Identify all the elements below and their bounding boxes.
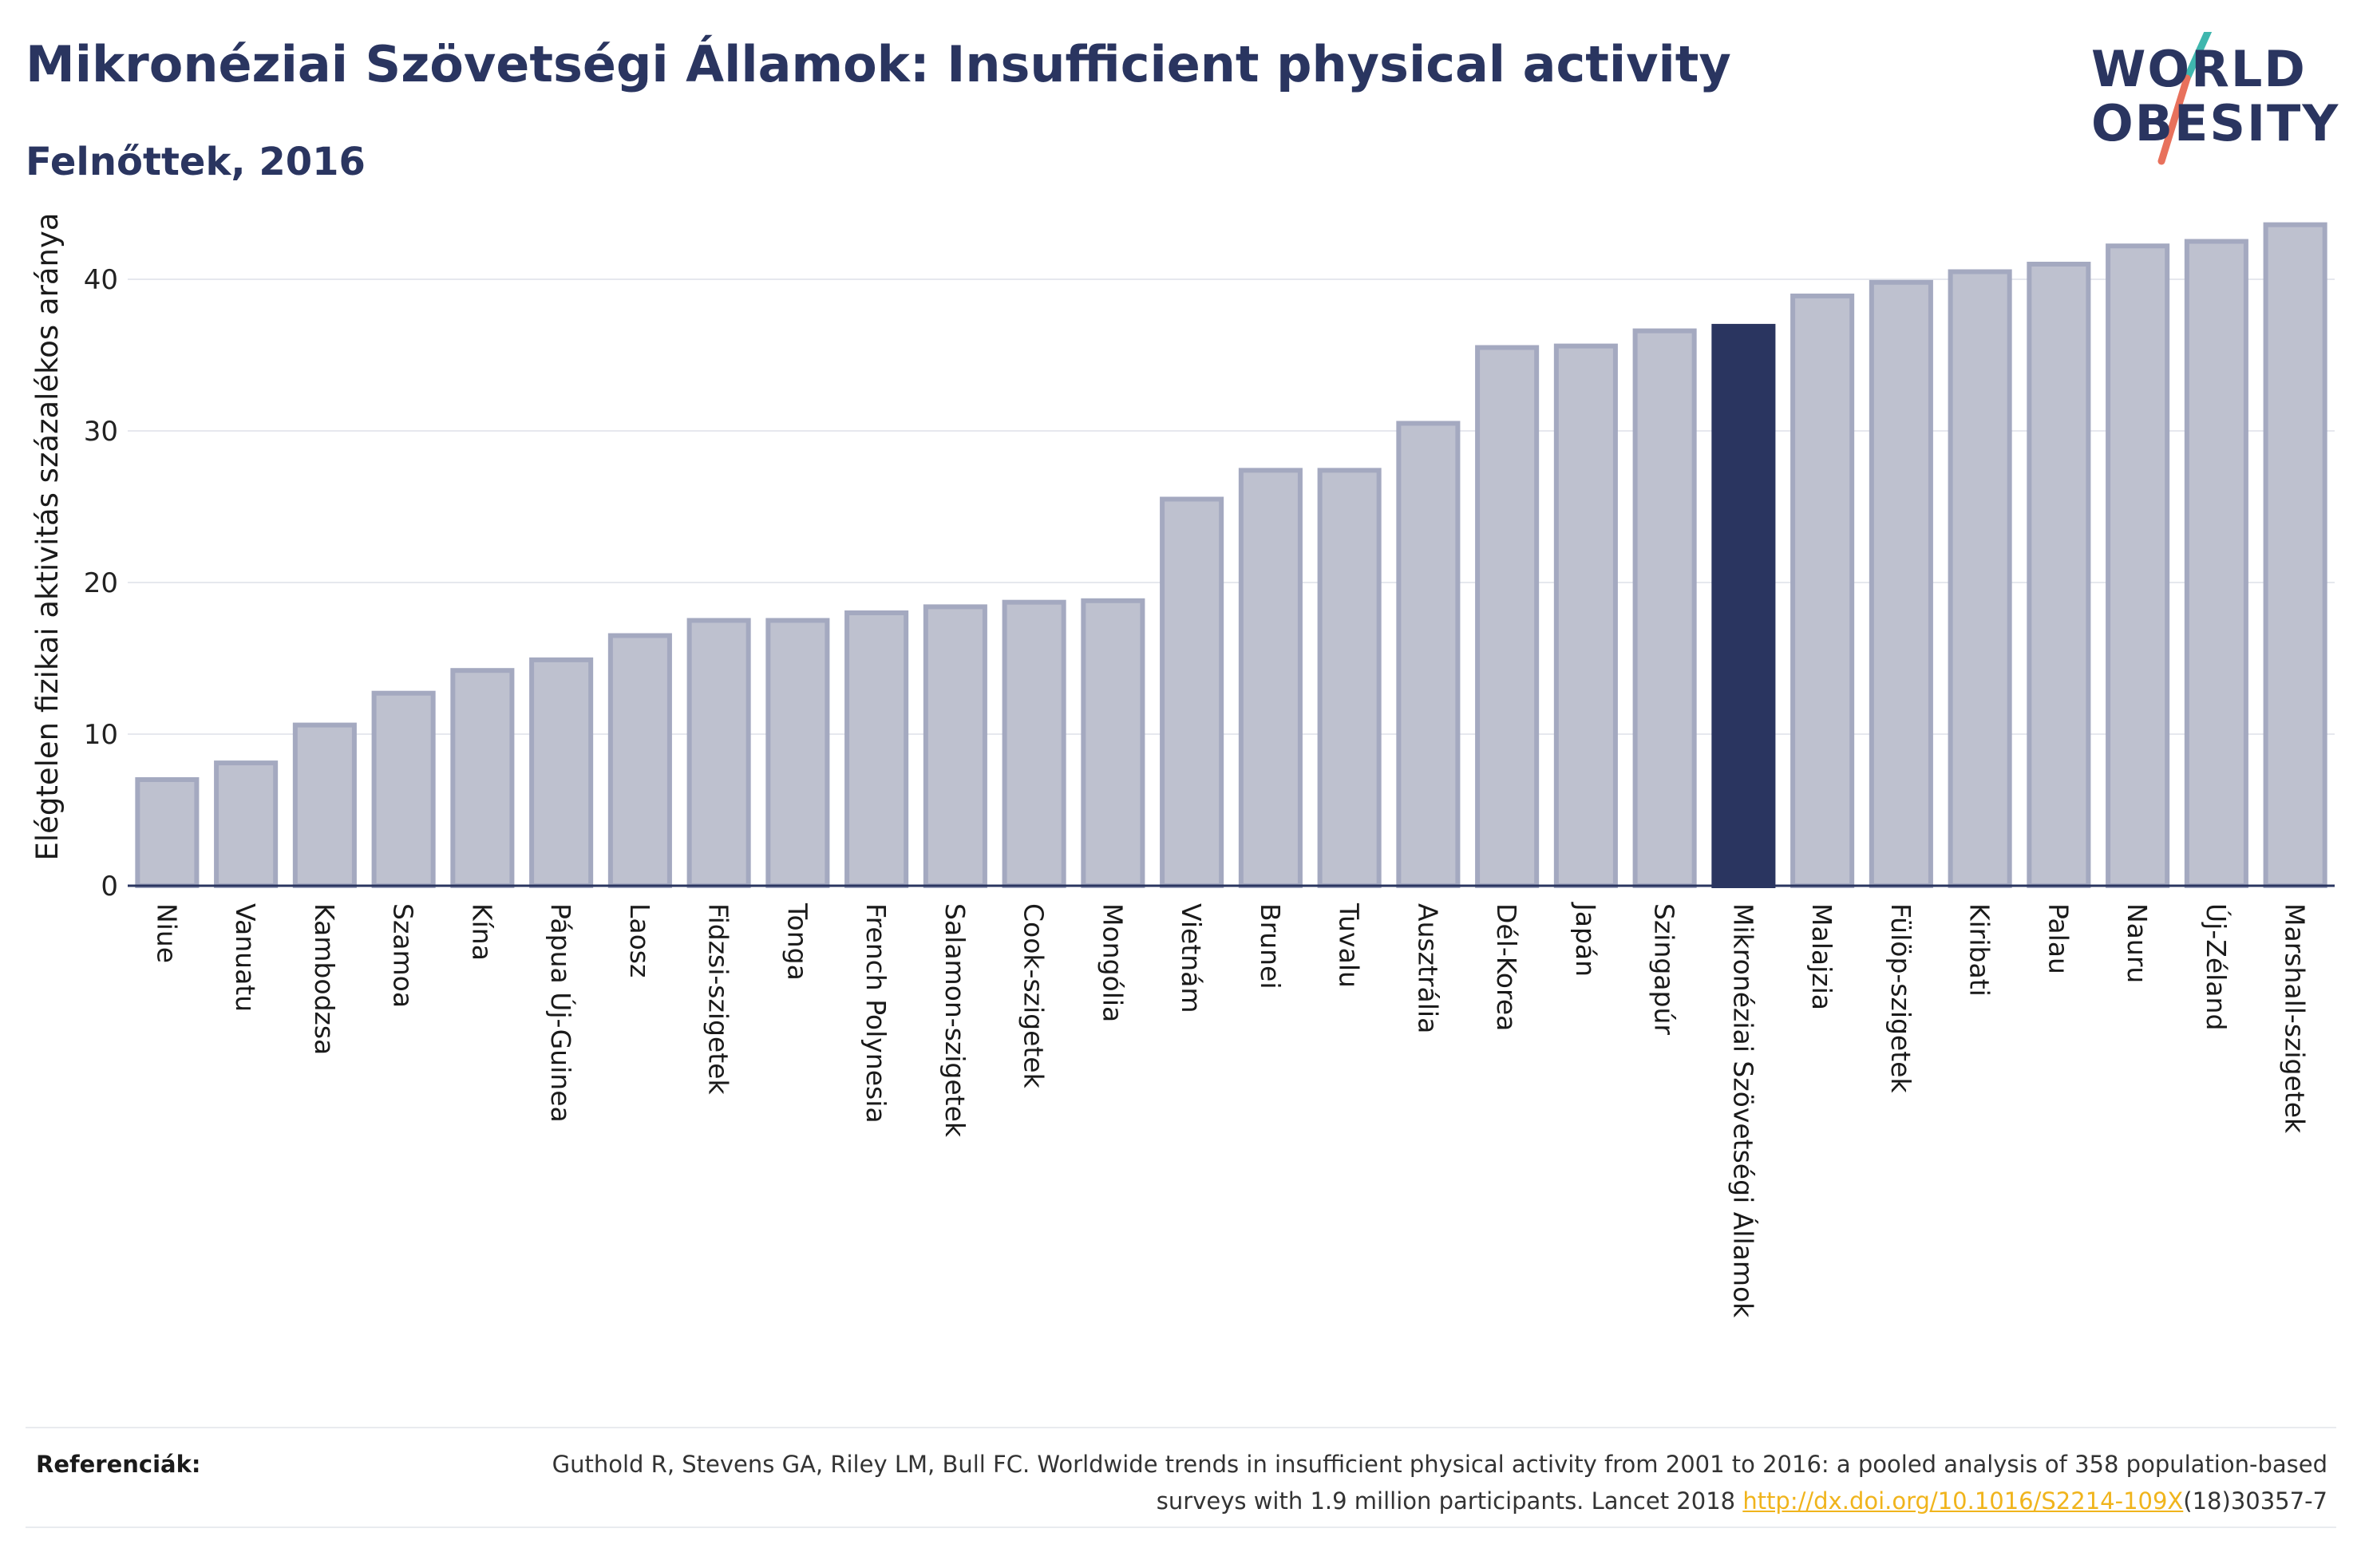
x-tick-label: Vietnám — [1176, 903, 1207, 1013]
reference-doi-link[interactable]: http://dx.doi.org/10.1016/S2214-109X — [1742, 1487, 2184, 1515]
y-tick-label: 0 — [101, 871, 118, 902]
x-tick-label: Pápua Új-Guinea — [545, 903, 577, 1123]
x-tick-label: Mikronéziai Szövetségi Államok — [1727, 903, 1759, 1318]
bar — [1869, 279, 1933, 888]
bar — [1238, 468, 1303, 888]
logo-slash-icon — [2157, 32, 2213, 165]
bar — [1553, 343, 1618, 889]
bar — [1475, 345, 1540, 888]
x-tick-label: Dél-Korea — [1491, 903, 1522, 1031]
x-tick-label: Új-Zéland — [2201, 903, 2232, 1030]
bar — [923, 604, 987, 889]
references-label: Referenciák: — [36, 1451, 201, 1478]
x-tick-label: Laosz — [624, 903, 655, 978]
footer-divider-bottom — [26, 1527, 2336, 1528]
reference-tail: (18)30357-7 — [2183, 1487, 2327, 1515]
bar — [1790, 293, 1855, 888]
x-tick-label: Japán — [1570, 902, 1601, 977]
x-tick-label: Tuvalu — [1334, 902, 1365, 988]
bar — [2027, 262, 2091, 888]
bar — [1632, 328, 1697, 889]
x-tick-label: Niue — [151, 903, 182, 963]
bar — [844, 610, 909, 888]
x-tick-label: Malajzia — [1806, 903, 1837, 1010]
bar — [1002, 599, 1066, 888]
x-tick-label: Ausztrália — [1412, 903, 1443, 1033]
bar — [529, 657, 594, 889]
page-title: Mikronéziai Szövetségi Államok: Insuffic… — [26, 35, 1731, 93]
x-tick-label: Palau — [2043, 903, 2074, 974]
bar — [450, 668, 515, 888]
bar — [686, 618, 751, 888]
x-tick-label: Mongólia — [1097, 903, 1128, 1022]
x-tick-label: Fidzsi-szigetek — [703, 903, 734, 1095]
footer-divider-top — [26, 1427, 2336, 1428]
y-tick-label: 40 — [84, 264, 118, 296]
x-tick-label: Brunei — [1255, 903, 1286, 989]
y-tick-label: 20 — [84, 567, 118, 599]
reference-text: Guthold R, Stevens GA, Riley LM, Bull FC… — [552, 1451, 2327, 1515]
bar — [1160, 496, 1224, 888]
x-tick-label: Vanuatu — [230, 903, 261, 1012]
x-tick-label: Cook-szigetek — [1018, 903, 1050, 1089]
x-tick-label: Kína — [466, 903, 497, 961]
bar — [135, 777, 200, 888]
world-obesity-logo[interactable]: WORLD OBESITY — [2075, 32, 2339, 168]
reference-citation: Guthold R, Stevens GA, Riley LM, Bull FC… — [492, 1446, 2327, 1519]
y-tick-label: 30 — [84, 416, 118, 448]
bar — [1396, 421, 1461, 888]
x-tick-label: Nauru — [2122, 903, 2153, 983]
x-tick-label: Kiribati — [1964, 903, 1995, 997]
x-tick-label: Marshall-szigetek — [2280, 903, 2311, 1134]
bar — [2106, 243, 2170, 888]
logo-text-world: WORLD — [2091, 40, 2307, 98]
bar — [607, 633, 672, 888]
y-tick-label: 10 — [84, 719, 118, 751]
x-tick-label: Szamoa — [388, 903, 419, 1008]
bar — [371, 690, 436, 889]
page-subtitle: Felnőttek, 2016 — [26, 140, 366, 184]
x-tick-label: Fülöp-szigetek — [1885, 903, 1916, 1093]
bar — [1317, 468, 1382, 888]
bar — [1948, 269, 2012, 888]
bar-chart: 0 10 20 30 40 Elégtelen fizikai aktivitás szá… — [30, 212, 2335, 1318]
bar — [1081, 598, 1145, 888]
x-tick-label: Tonga — [781, 902, 813, 981]
x-tick-label: Salamon-szigetek — [939, 903, 971, 1138]
bar — [214, 760, 279, 888]
x-tick-label: Kambodzsa — [309, 903, 340, 1055]
bar — [2263, 222, 2327, 889]
x-tick-label: Szingapúr — [1649, 903, 1680, 1035]
logo-text-obesity: OBESITY — [2091, 94, 2340, 152]
y-axis-title: Elégtelen fizikai aktivitás százalékos a… — [30, 212, 65, 860]
bar — [765, 618, 830, 888]
bar — [292, 722, 357, 888]
bar — [1711, 323, 1776, 888]
x-tick-label: French Polynesia — [860, 903, 892, 1124]
bar — [2184, 239, 2248, 888]
